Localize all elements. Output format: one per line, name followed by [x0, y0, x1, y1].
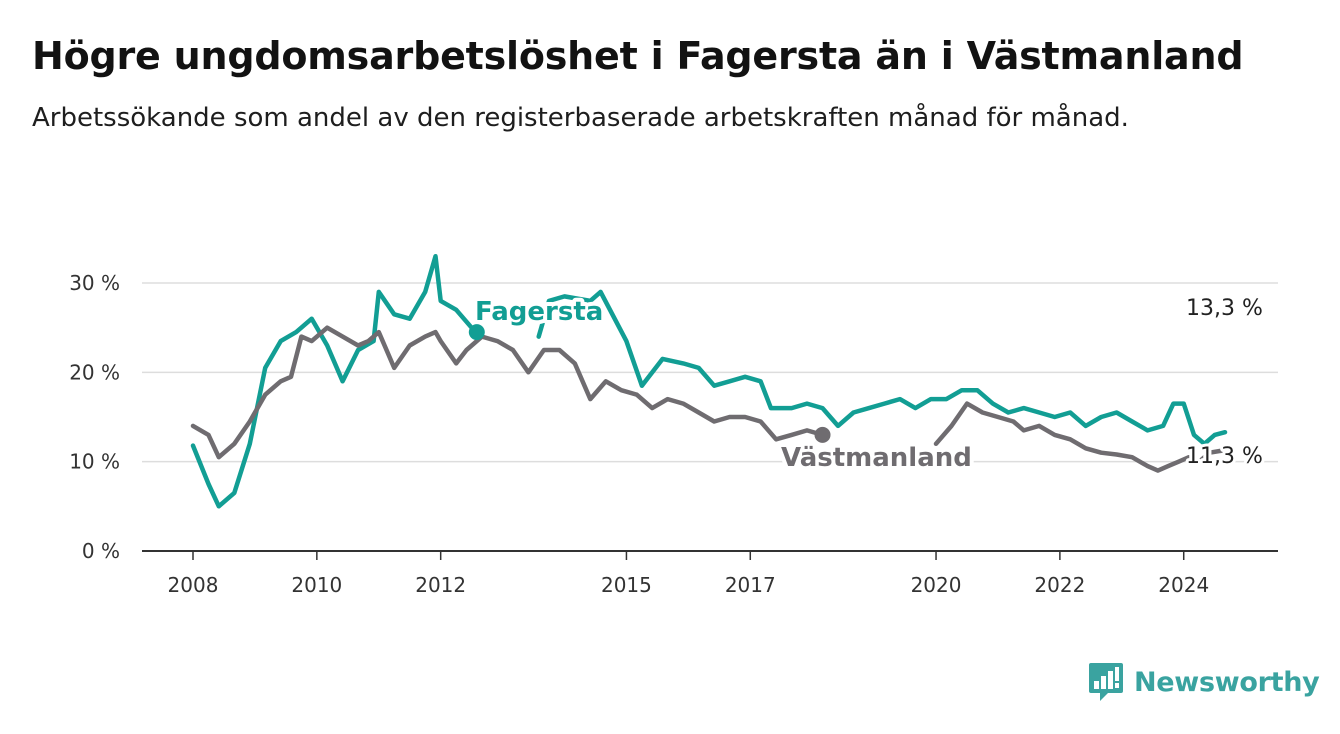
- chart-title: Högre ungdomsarbetslöshet i Fagersta än …: [32, 34, 1244, 78]
- y-tick-label: 10 %: [69, 450, 120, 474]
- newsworthy-brand[interactable]: Newsworthy: [1088, 660, 1320, 704]
- chart-subtitle: Arbetssökande som andel av den registerb…: [32, 103, 1129, 133]
- x-tick-label: 2020: [911, 573, 962, 597]
- x-tick-label: 2010: [291, 573, 342, 597]
- series-label-vastmanland: Västmanland: [781, 443, 972, 473]
- end-point-vstmanland: [814, 426, 831, 443]
- x-tick-label: 2024: [1158, 573, 1209, 597]
- series-line-fagersta: [536, 289, 1228, 447]
- series-label-fagersta: Fagersta: [475, 297, 603, 327]
- newsworthy-logo-icon: [1089, 663, 1123, 701]
- series-label-fagersta-halo: Fagersta: [475, 297, 603, 327]
- x-tick-label: 2015: [601, 573, 652, 597]
- y-tick-label: 30 %: [69, 271, 120, 295]
- x-tick-label: 2022: [1034, 573, 1085, 597]
- end-value-halo: 11,3 %: [1186, 444, 1263, 469]
- end-value-label: 11,3 %: [1186, 444, 1263, 469]
- x-tick-label: 2008: [168, 573, 219, 597]
- end-value-label: 13,3 %: [1186, 296, 1263, 321]
- end-value-halo: 13,3 %: [1186, 296, 1263, 321]
- x-tick-label: 2017: [725, 573, 776, 597]
- y-tick-label: 0 %: [82, 539, 120, 563]
- end-point-fagersta: [468, 324, 485, 341]
- series-label-vastmanland-halo: Västmanland: [781, 443, 972, 473]
- x-tick-label: 2012: [415, 573, 466, 597]
- brand-name: Newsworthy: [1134, 666, 1320, 698]
- series-line-vstmanland: [933, 401, 1228, 473]
- series-line-fagersta: [190, 253, 480, 509]
- series-line-vstmanland: [190, 325, 825, 460]
- y-tick-label: 20 %: [69, 360, 120, 384]
